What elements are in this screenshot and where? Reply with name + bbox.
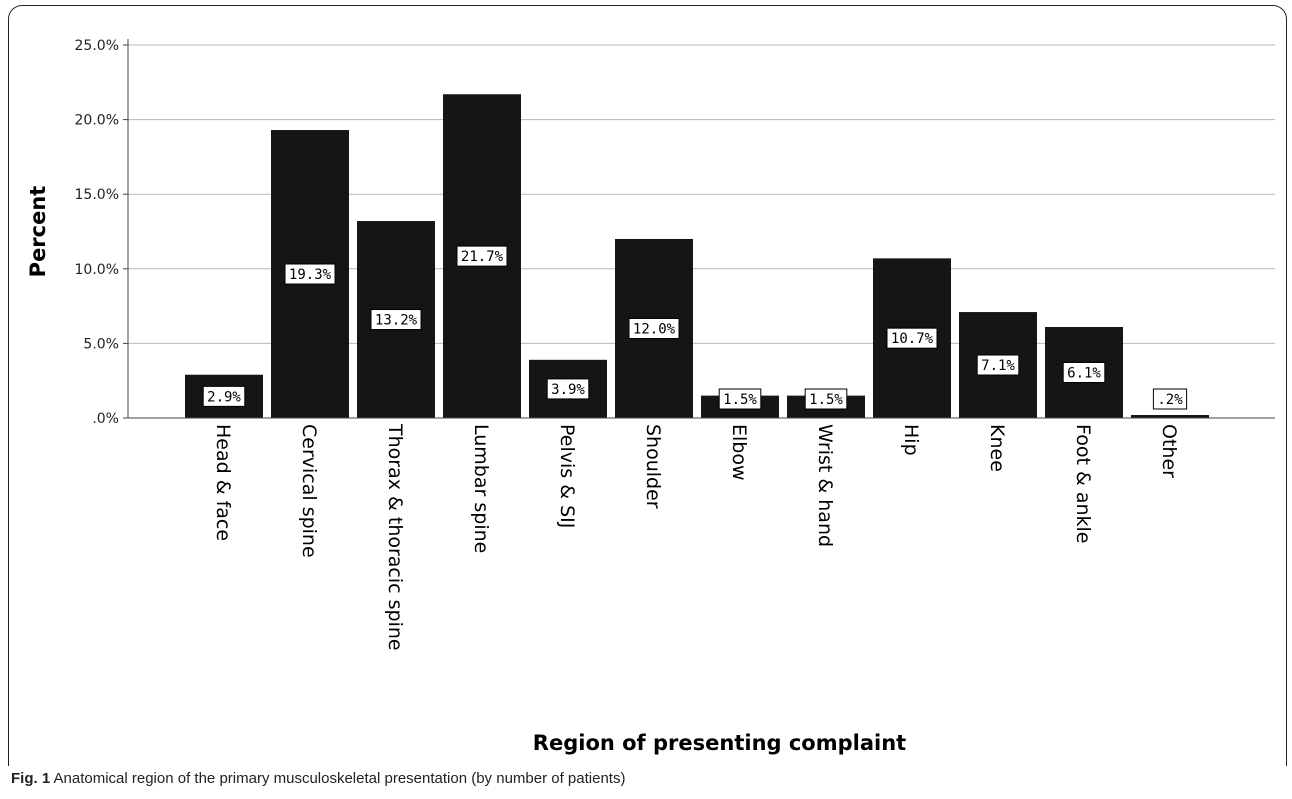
category-label: Thorax & thoracic spine: [384, 423, 406, 651]
figure-caption: Fig. 1 Anatomical region of the primary …: [11, 770, 625, 787]
data-label: 2.9%: [207, 389, 241, 405]
data-label: 1.5%: [809, 392, 843, 408]
caption-text: Anatomical region of the primary musculo…: [50, 770, 626, 787]
data-label: 7.1%: [981, 358, 1015, 374]
category-label: Foot & ankle: [1072, 424, 1094, 544]
y-tick-label: 5.0%: [83, 336, 119, 352]
category-label: Head & face: [212, 424, 234, 541]
category-labels: Head & face Cervical spine Thorax & thorac…: [212, 423, 1180, 651]
bar-chart: .0% 5.0% 10.0% 15.0% 20.0% 25.0% 2.9% 19.3% 13.…: [26, 38, 1275, 755]
y-tick-label: .0%: [92, 411, 119, 427]
category-label: Cervical spine: [298, 424, 320, 558]
data-label: 6.1%: [1067, 365, 1101, 381]
data-label: 12.0%: [633, 321, 676, 337]
y-tick-label: 25.0%: [75, 38, 119, 54]
figure-frame: [8, 5, 1287, 766]
y-axis-ticks: .0% 5.0% 10.0% 15.0% 20.0% 25.0%: [75, 38, 128, 427]
x-axis-title: Region of presenting complaint: [533, 731, 906, 755]
data-label-box: [456, 245, 508, 267]
data-label-box: [1152, 388, 1188, 410]
data-label-box: [370, 309, 422, 331]
category-label: Wrist & hand: [814, 424, 836, 547]
bars: [185, 94, 1209, 419]
data-label-box: [886, 327, 938, 349]
data-label: 10.7%: [891, 331, 934, 347]
data-label: .2%: [1157, 392, 1183, 408]
category-label: Other: [1158, 424, 1180, 478]
data-labels: 2.9% 19.3% 13.2% 21.7% 3.9% 12.0% 1.5% 1.5% 10.7…: [202, 245, 1188, 410]
data-label-box: [546, 378, 590, 400]
category-label: Knee: [986, 424, 1008, 472]
data-label-box: [628, 317, 680, 339]
caption-lead: Fig. 1: [11, 770, 51, 787]
y-tick-label: 15.0%: [75, 187, 119, 203]
data-label-box: [804, 388, 848, 410]
data-label-box: [202, 385, 246, 407]
data-label: 1.5%: [723, 392, 757, 408]
category-label: Hip: [900, 424, 922, 456]
data-label-box: [1062, 361, 1106, 383]
y-tick-label: 20.0%: [75, 113, 119, 129]
category-label: Lumbar spine: [470, 424, 492, 553]
y-tick-label: 10.0%: [75, 262, 119, 278]
data-label-box: [976, 354, 1020, 376]
data-label: 19.3%: [289, 267, 332, 283]
data-label-box: [284, 263, 336, 285]
category-label: Elbow: [728, 424, 750, 481]
y-axis-title: Percent: [26, 186, 50, 278]
data-label-box: [718, 388, 762, 410]
data-label: 3.9%: [551, 382, 585, 398]
data-label: 13.2%: [375, 313, 418, 329]
data-label: 21.7%: [461, 249, 504, 265]
bar: [1131, 415, 1209, 418]
category-label: Pelvis & SIJ: [556, 424, 578, 528]
category-label: Shoulder: [642, 424, 664, 509]
